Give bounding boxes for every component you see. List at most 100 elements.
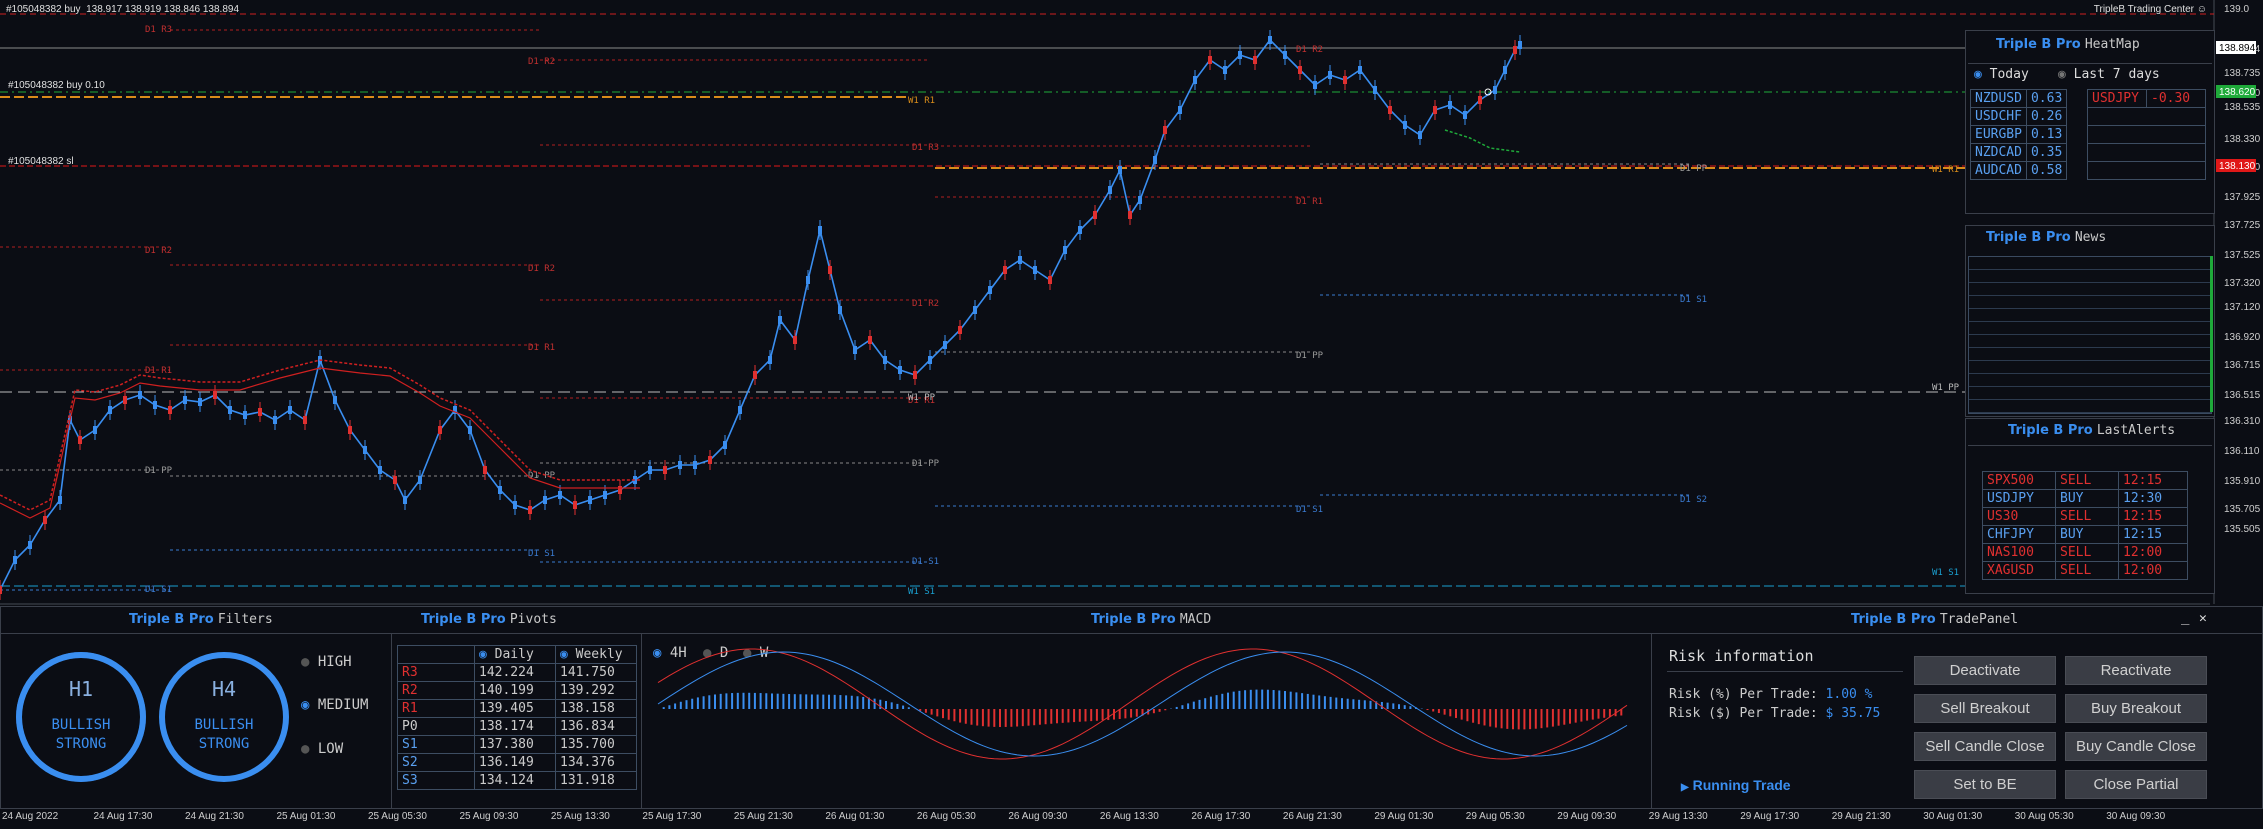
sell-candle-close-button[interactable]: Sell Candle Close	[1914, 732, 2056, 761]
option-today[interactable]: ◉ Today	[1974, 67, 2029, 82]
news-row[interactable]	[1969, 348, 2211, 361]
candle-body	[258, 408, 262, 416]
alert-cell: CHFJPY	[1982, 525, 2056, 544]
heatmap-row: AUDCAD 0.58	[1970, 161, 2068, 180]
news-scrollbar[interactable]	[2210, 256, 2213, 412]
news-row[interactable]	[1969, 322, 2211, 335]
buy-breakout-button[interactable]: Buy Breakout	[2065, 694, 2207, 723]
candle-body	[818, 226, 822, 234]
time-tick-label: 25 Aug 05:30	[367, 811, 427, 822]
heatmap-cell: EURGBP	[1970, 125, 2027, 144]
minimize-button[interactable]: _	[2181, 609, 2190, 625]
macd-tf-d[interactable]: ● D	[703, 645, 729, 661]
candle-body	[273, 416, 277, 424]
buy-order-label[interactable]: #105048382 buy 0.10	[8, 80, 105, 91]
news-row[interactable]	[1969, 309, 2211, 322]
h4-strength: STRONG	[198, 736, 250, 752]
radio-empty-icon: ●	[301, 741, 310, 757]
deactivate-button[interactable]: Deactivate	[1914, 656, 2056, 685]
price-tick-label: 138.735	[2224, 68, 2261, 79]
pivots-daily-header[interactable]: ◉ Daily	[474, 645, 556, 664]
pivots-weekly-header[interactable]: ◉ Weekly	[555, 645, 637, 664]
alert-cell: SPX500	[1982, 471, 2056, 490]
set-to-be-button[interactable]: Set to BE	[1914, 770, 2056, 799]
candle-body	[838, 306, 842, 314]
macd-tf-4h[interactable]: ◉ 4H	[653, 645, 687, 661]
sl-order-label[interactable]: #105048382 sl	[8, 156, 74, 167]
h1-strength: STRONG	[55, 736, 107, 752]
pivot-label: W1 S1	[1932, 568, 1959, 578]
level-high[interactable]: ● HIGH	[301, 654, 352, 670]
news-row[interactable]	[1969, 335, 2211, 348]
pivot-cell: 139.405	[474, 699, 556, 718]
price-marker-label: 138.894	[2219, 43, 2256, 54]
pivot-cell: 138.174	[474, 717, 556, 736]
pivot-row: R3 142.224 141.750	[397, 663, 637, 682]
candle-body	[1003, 266, 1007, 274]
alert-row[interactable]: CHFJPY BUY 12:15	[1982, 525, 2188, 544]
time-tick-label: 25 Aug 21:30	[733, 811, 793, 822]
smiley-icon: ☺	[2196, 4, 2207, 15]
heatmap-cell: 0.63	[2025, 89, 2068, 108]
buy-candle-close-button[interactable]: Buy Candle Close	[2065, 732, 2207, 761]
candle-body	[288, 406, 292, 414]
sell-breakout-button[interactable]: Sell Breakout	[1914, 694, 2056, 723]
radio-selected-icon: ◉	[301, 697, 310, 713]
candle-body	[138, 391, 142, 399]
candle-body	[1153, 156, 1157, 164]
time-tick-label: 29 Aug 01:30	[1374, 811, 1434, 822]
heatmap-cell	[2087, 125, 2206, 144]
price-marker	[2216, 41, 2256, 54]
candle-body	[1253, 56, 1257, 64]
candle-body	[988, 286, 992, 294]
candle-body	[1078, 226, 1082, 234]
pivot-label: D1 PP	[1680, 164, 1708, 174]
alert-row[interactable]: USDJPY BUY 12:30	[1982, 489, 2188, 508]
candle-body	[1518, 41, 1522, 49]
macd-title: Triple B Pro MACD	[1091, 612, 1212, 627]
macd-tf-w[interactable]: ● W	[743, 645, 769, 661]
news-row[interactable]	[1969, 387, 2211, 400]
pivot-cell: 139.292	[555, 681, 637, 700]
level-medium[interactable]: ◉ MEDIUM	[301, 697, 369, 713]
news-row[interactable]	[1969, 361, 2211, 374]
alert-row[interactable]: SPX500 SELL 12:15	[1982, 471, 2188, 490]
alert-row[interactable]: NAS100 SELL 12:00	[1982, 543, 2188, 562]
news-row[interactable]	[1969, 257, 2211, 270]
heatmap-cell: USDCHF	[1970, 107, 2027, 126]
news-row[interactable]	[1969, 270, 2211, 283]
news-row[interactable]	[1969, 374, 2211, 387]
news-row[interactable]	[1969, 400, 2211, 413]
close-partial-button[interactable]: Close Partial	[2065, 770, 2207, 799]
price-tick-label: 137.925	[2224, 192, 2261, 203]
alert-row[interactable]: XAGUSD SELL 12:00	[1982, 561, 2188, 580]
time-axis: 24 Aug 2022 24 Aug 17:30 24 Aug 21:30 25 Au…	[0, 809, 2263, 829]
option-last-7-days[interactable]: ◉ Last 7 days	[2058, 67, 2160, 82]
alert-row[interactable]: US30 SELL 12:15	[1982, 507, 2188, 526]
alert-cell: 12:00	[2118, 561, 2188, 580]
candle-body	[778, 316, 782, 324]
news-list[interactable]	[1968, 256, 2212, 414]
candle-body	[693, 461, 697, 469]
h1-gauge	[16, 652, 146, 782]
close-button[interactable]: ✕	[2199, 611, 2207, 626]
heatmap-row	[2087, 107, 2206, 126]
pivot-label: D1 S1	[1680, 295, 1707, 305]
pivot-label: D1 S1	[1296, 505, 1323, 515]
pivot-label: D1 R3	[145, 25, 172, 35]
news-row[interactable]	[1969, 296, 2211, 309]
price-tick-label: 136.515	[2224, 390, 2261, 401]
pivot-label: D1 R3	[912, 143, 939, 153]
running-trade-link[interactable]: ▶ Running Trade	[1681, 777, 1791, 793]
candle-body	[1313, 81, 1317, 89]
time-tick-label: 29 Aug 05:30	[1465, 811, 1525, 822]
heatmap-row: NZDCAD 0.35	[1970, 143, 2068, 162]
candle-body	[153, 401, 157, 409]
candle-body	[438, 426, 442, 434]
level-low[interactable]: ● LOW	[301, 741, 344, 757]
heatmap-cell: 0.58	[2025, 161, 2068, 180]
news-row[interactable]	[1969, 283, 2211, 296]
time-tick-label: 26 Aug 13:30	[1099, 811, 1159, 822]
reactivate-button[interactable]: Reactivate	[2065, 656, 2207, 685]
candle-body	[768, 356, 772, 364]
